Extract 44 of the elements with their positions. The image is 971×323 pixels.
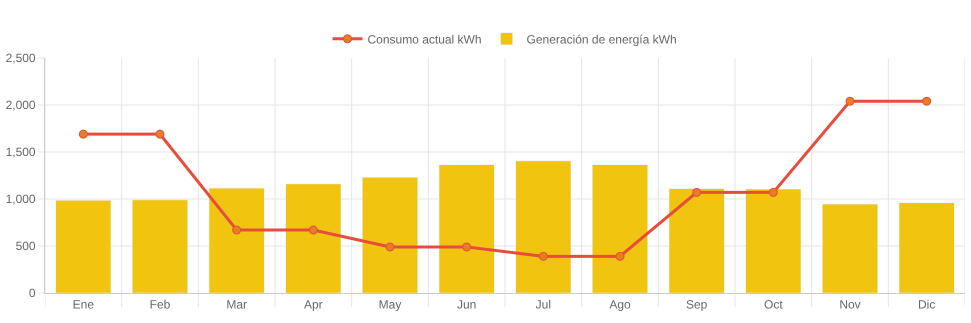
bar [55, 200, 112, 293]
bar [515, 160, 572, 293]
x-tick-label: Ene [72, 297, 94, 312]
point [232, 226, 242, 235]
x-tick-label: Jun [456, 297, 476, 312]
legend-label: Generación de energía kWh [526, 32, 677, 46]
bar [132, 200, 188, 293]
bar [208, 188, 265, 293]
y-tick-label: 2,000 [6, 98, 36, 112]
y-tick-label: 1,500 [6, 145, 36, 160]
bar [898, 202, 955, 293]
x-tick-label: Feb [150, 297, 171, 312]
bar [592, 164, 648, 293]
x-tick-label: Apr [304, 297, 323, 312]
x-tick-label: Sep [686, 297, 708, 312]
point [538, 252, 548, 261]
bar [362, 177, 418, 293]
bar [438, 164, 495, 293]
bar [285, 184, 342, 293]
x-tick-label: Oct [764, 297, 784, 312]
x-tick-label: Jul [536, 297, 551, 312]
y-tick-label: 2,500 [6, 51, 36, 66]
bar [668, 188, 725, 293]
y-tick-label: 1,000 [6, 192, 36, 206]
legend-label: Consumo actual kWh [368, 32, 482, 46]
point [692, 188, 702, 197]
point [156, 130, 164, 139]
point [922, 96, 932, 106]
x-tick-label: Dic [918, 297, 936, 312]
y-tick-label: 500 [16, 239, 36, 254]
point [616, 252, 624, 261]
x-tick-label: May [378, 297, 402, 312]
y-tick-label: 0 [28, 286, 36, 300]
point [462, 242, 472, 252]
x-tick-label: Ago [609, 297, 631, 312]
bar [745, 188, 802, 293]
bar [822, 204, 878, 293]
x-tick-label: Nov [839, 297, 861, 312]
point [308, 226, 318, 235]
point [78, 130, 88, 139]
point [846, 96, 854, 106]
point [386, 242, 394, 252]
point [768, 188, 778, 197]
x-tick-label: Mar [226, 297, 248, 312]
